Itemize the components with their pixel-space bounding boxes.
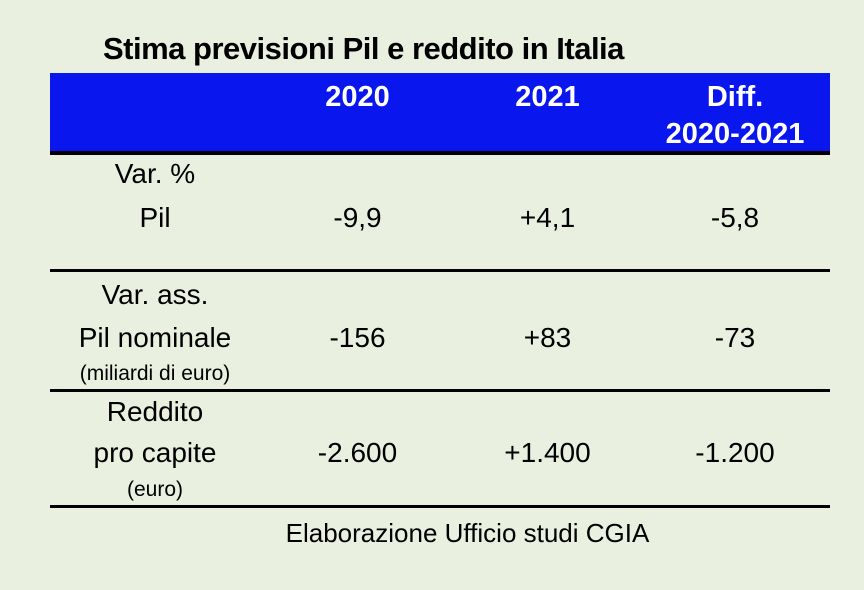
cell-value-2021: +1.400 bbox=[504, 437, 591, 468]
cell-value-diff: -5,8 bbox=[710, 202, 760, 233]
row-label-line2: Pil nominale bbox=[78, 322, 232, 353]
row-label-line3 bbox=[50, 243, 260, 269]
table-row-var-pct-pil: Var. % Pil -9,9 +4,1 -5,8 bbox=[50, 155, 830, 272]
row-label: Var. % Pil bbox=[50, 155, 260, 269]
data-table: 2020 2021 Diff. 2020-2021 Var. % Pil -9,… bbox=[50, 73, 830, 549]
cell-value-diff: -73 bbox=[714, 322, 756, 353]
table-row-var-ass-pil-nominale: Var. ass. Pil nominale (miliardi di euro… bbox=[50, 272, 830, 392]
table-source: Elaborazione Ufficio studi CGIA bbox=[285, 518, 650, 548]
row-label: Var. ass. Pil nominale (miliardi di euro… bbox=[50, 272, 260, 389]
row-label-line2: Pil bbox=[139, 202, 171, 233]
table-header-row: 2020 2021 Diff. 2020-2021 bbox=[50, 73, 830, 155]
header-col-diff-line1: Diff. bbox=[706, 81, 764, 113]
row-label-line1: Reddito bbox=[106, 396, 204, 427]
cell-value-2020: -9,9 bbox=[333, 202, 382, 233]
row-label-line3: (euro) bbox=[126, 477, 184, 501]
table-row-reddito-pro-capite: Reddito pro capite (euro) -2.600 +1.400 … bbox=[50, 392, 830, 508]
header-col-diff: Diff. 2020-2021 bbox=[640, 73, 830, 153]
cell-value-diff: -1.200 bbox=[695, 437, 775, 468]
row-label-line2: pro capite bbox=[93, 437, 217, 468]
header-col-diff-line2: 2020-2021 bbox=[665, 118, 805, 150]
row-label-line1: Var. % bbox=[114, 158, 196, 189]
header-col-empty bbox=[50, 73, 260, 153]
page-title: Stima previsioni Pil e reddito in Italia bbox=[103, 31, 624, 66]
row-label: Reddito pro capite (euro) bbox=[50, 392, 260, 505]
header-col-2021: 2021 bbox=[515, 81, 580, 113]
cell-value-2021: +83 bbox=[523, 322, 572, 353]
row-label-line1: Var. ass. bbox=[101, 279, 209, 310]
cell-value-2020: -2.600 bbox=[317, 437, 398, 468]
cell-value-2020: -156 bbox=[329, 322, 386, 353]
cell-value-2021: +4,1 bbox=[519, 202, 576, 233]
row-label-line3: (miliardi di euro) bbox=[79, 361, 231, 385]
header-col-2020: 2020 bbox=[325, 81, 390, 113]
